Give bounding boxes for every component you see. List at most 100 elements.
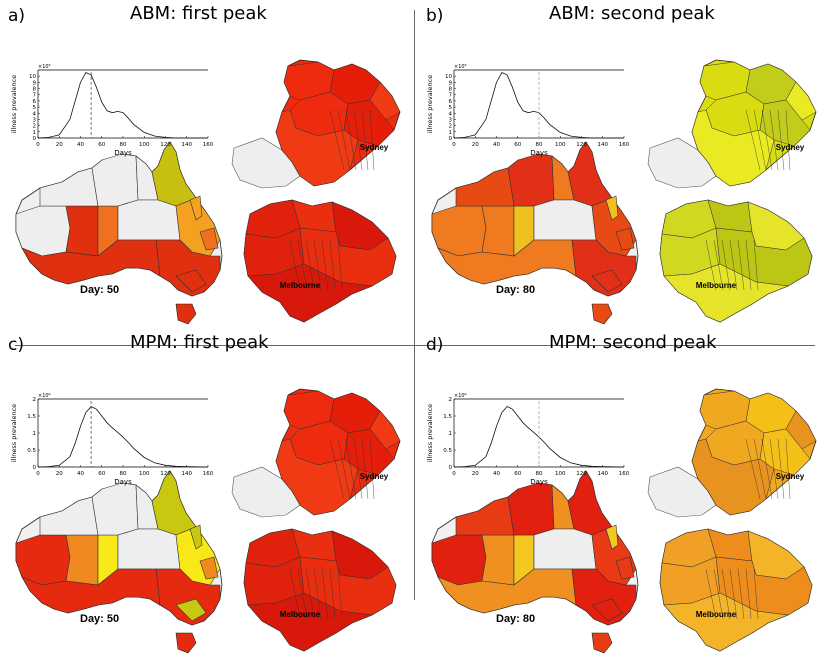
melbourne-label: Melbourne <box>696 281 737 290</box>
melbourne-border <box>329 568 336 620</box>
prevalence-curve <box>453 405 625 468</box>
melbourne-border <box>313 239 322 291</box>
melbourne-map <box>243 528 397 652</box>
x-axis-label: Days <box>530 478 548 486</box>
australia-region <box>91 482 139 536</box>
prevalence-chart: 0 20 40 60 80 100 120 140 160012345678910×10⁵Day… <box>10 64 214 157</box>
x-tick-label: 60 <box>514 471 521 477</box>
sydney-region <box>275 438 359 516</box>
sydney-border <box>361 438 369 500</box>
sydney-label: Sydney <box>360 472 389 481</box>
sydney-border <box>777 109 785 171</box>
sydney-map <box>231 59 401 189</box>
sydney-border <box>369 109 375 171</box>
australia-region <box>91 153 139 207</box>
panel-letter: a) <box>8 6 26 26</box>
sydney-border <box>345 109 357 171</box>
tasmania-region <box>175 632 197 654</box>
australia-region <box>15 534 71 586</box>
y-tick-label: 2 <box>449 397 453 403</box>
x-tick-label: 40 <box>493 142 500 148</box>
tasmania-region <box>175 303 197 325</box>
sydney-label: Sydney <box>776 472 805 481</box>
australia-region <box>151 141 197 207</box>
y-scale-note: ×10⁵ <box>38 64 51 70</box>
y-tick-label: 7 <box>33 93 37 99</box>
y-tick-label: 0.5 <box>443 448 452 454</box>
tasmania-region <box>591 303 613 325</box>
sydney-border <box>361 109 369 171</box>
australia-region <box>615 227 635 251</box>
australia-region <box>437 568 577 614</box>
melbourne-border <box>297 568 308 620</box>
melbourne-border <box>321 568 329 620</box>
australia-region <box>455 496 515 536</box>
australia-region <box>481 534 515 586</box>
australia-region <box>455 167 515 207</box>
australia-region <box>39 167 99 207</box>
tasmania-region <box>591 632 613 654</box>
melbourne-map <box>243 199 397 323</box>
sydney-region <box>275 109 359 187</box>
x-tick-label: 0 <box>36 142 40 148</box>
melbourne-region <box>747 530 805 580</box>
y-tick-label: 2 <box>449 124 453 130</box>
x-tick-label: 20 <box>472 471 479 477</box>
sydney-region <box>785 410 817 450</box>
x-tick-label: 80 <box>120 142 127 148</box>
melbourne-border <box>745 568 752 620</box>
melbourne-region <box>663 592 789 652</box>
melbourne-border <box>713 568 724 620</box>
y-tick-label: 0 <box>449 136 453 142</box>
melbourne-border <box>289 239 301 291</box>
australia-region <box>605 195 619 221</box>
sydney-map <box>647 388 817 518</box>
melbourne-label: Melbourne <box>280 281 321 290</box>
australia-map <box>15 470 223 654</box>
melbourne-border <box>753 239 759 291</box>
x-tick-label: 160 <box>203 142 214 148</box>
sydney-border <box>337 438 351 500</box>
melbourne-border <box>305 239 315 291</box>
y-axis-label: illness prevalence <box>426 75 434 133</box>
sydney-border <box>777 438 785 500</box>
day-label: Day: 50 <box>80 613 120 625</box>
y-tick-label: 1 <box>449 130 453 136</box>
x-tick-label: 60 <box>98 142 105 148</box>
melbourne-border <box>313 568 322 620</box>
y-tick-label: 8 <box>449 87 453 93</box>
x-tick-label: 60 <box>514 142 521 148</box>
y-tick-label: 3 <box>33 117 37 123</box>
melbourne-border <box>337 239 343 291</box>
y-tick-label: 10 <box>445 74 452 80</box>
x-tick-label: 120 <box>576 142 587 148</box>
australia-region <box>533 199 597 241</box>
australia-region <box>151 470 197 536</box>
melbourne-border <box>737 568 745 620</box>
y-axis-label: illness prevalence <box>10 404 18 462</box>
x-tick-label: 140 <box>182 471 193 477</box>
australia-region <box>481 205 515 257</box>
sydney-border <box>353 438 363 500</box>
panel-c: c) MPM: first peak Sydney Melbourne Day: 50 0… <box>0 329 415 657</box>
y-tick-label: 3 <box>449 117 453 123</box>
sydney-map <box>231 388 401 518</box>
sydney-border <box>369 438 375 500</box>
x-tick-label: 160 <box>619 142 630 148</box>
melbourne-border <box>721 239 731 291</box>
x-tick-label: 120 <box>160 471 171 477</box>
prevalence-chart: 0 20 40 60 80 100 120 140 160012345678910×10⁵Day… <box>426 64 630 157</box>
horizontal-divider <box>15 345 815 346</box>
x-tick-label: 20 <box>56 142 63 148</box>
prevalence-maps: Sydney Melbourne <box>431 388 817 654</box>
melbourne-region <box>247 263 373 323</box>
melbourne-region <box>663 263 789 323</box>
sydney-border <box>761 438 773 500</box>
australia-region <box>591 269 623 293</box>
sydney-region <box>691 438 775 516</box>
sydney-grey-region <box>231 466 301 518</box>
australia-region <box>175 269 207 293</box>
melbourne-region <box>747 201 805 251</box>
panel-title: MPM: first peak <box>130 332 269 353</box>
sydney-grey-region <box>231 137 301 189</box>
